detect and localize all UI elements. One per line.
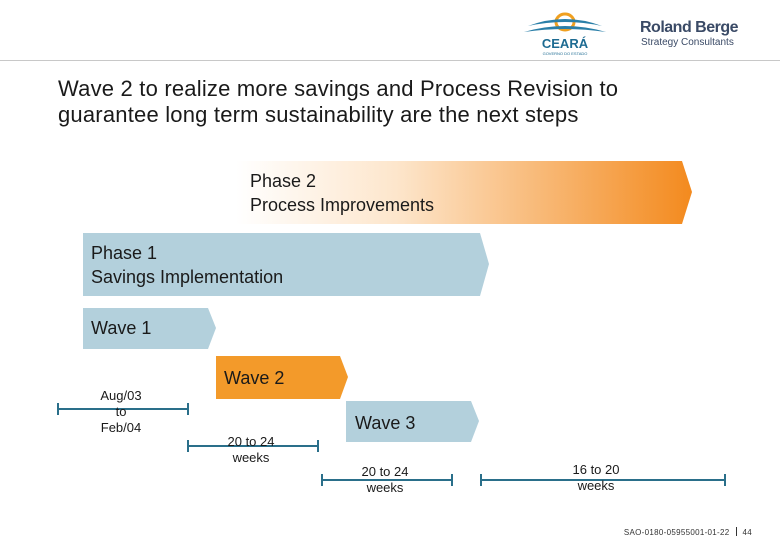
footer-separator [735, 527, 737, 536]
wave3-arrow [346, 401, 479, 442]
slide-title: Wave 2 to realize more savings and Proce… [58, 76, 758, 128]
header-divider [0, 60, 780, 61]
ceara-logo: CEARÁ GOVERNO DO ESTADO [524, 12, 606, 56]
duration-2: 20 to 24 weeks [227, 434, 275, 465]
phase2-arrow [236, 161, 692, 224]
wave2-arrow [216, 356, 348, 399]
svg-text:GOVERNO DO ESTADO: GOVERNO DO ESTADO [543, 51, 588, 56]
duration-4: 16 to 20 weeks [572, 462, 620, 493]
timeline-bracket-1 [57, 403, 189, 415]
timeline-bracket-3 [321, 474, 453, 486]
svg-text:Strategy Consultants: Strategy Consultants [641, 37, 734, 48]
duration-1: Aug/03 to Feb/04 [100, 388, 142, 435]
svg-text:Roland Berger: Roland Berger [640, 19, 738, 36]
title-line-1: Wave 2 to realize more savings and Proce… [58, 76, 619, 101]
wave1-label: Wave 1 [91, 318, 152, 338]
wave2-label: Wave 2 [224, 368, 285, 388]
phase2-label: Phase 2 Process Improvements [250, 171, 435, 215]
roland-berger-logo: Roland Berger Strategy Consultants [640, 19, 738, 48]
document-code: SAO-0180-05955001-01-22 [623, 528, 730, 537]
phase1-label: Phase 1 Savings Implementation [91, 243, 284, 287]
wave1-arrow [83, 308, 216, 349]
slide-footer: SAO-0180-05955001-01-22 44 [624, 527, 752, 537]
timeline-bracket-4 [480, 474, 726, 486]
wave3-label: Wave 3 [355, 413, 416, 433]
title-line-2: guarantee long term sustainability are t… [58, 102, 579, 127]
timeline-bracket-2 [187, 440, 319, 452]
phase1-arrow [83, 233, 489, 296]
svg-text:CEARÁ: CEARÁ [542, 36, 589, 51]
duration-3: 20 to 24 weeks [361, 464, 409, 495]
page-number: 44 [742, 528, 752, 537]
